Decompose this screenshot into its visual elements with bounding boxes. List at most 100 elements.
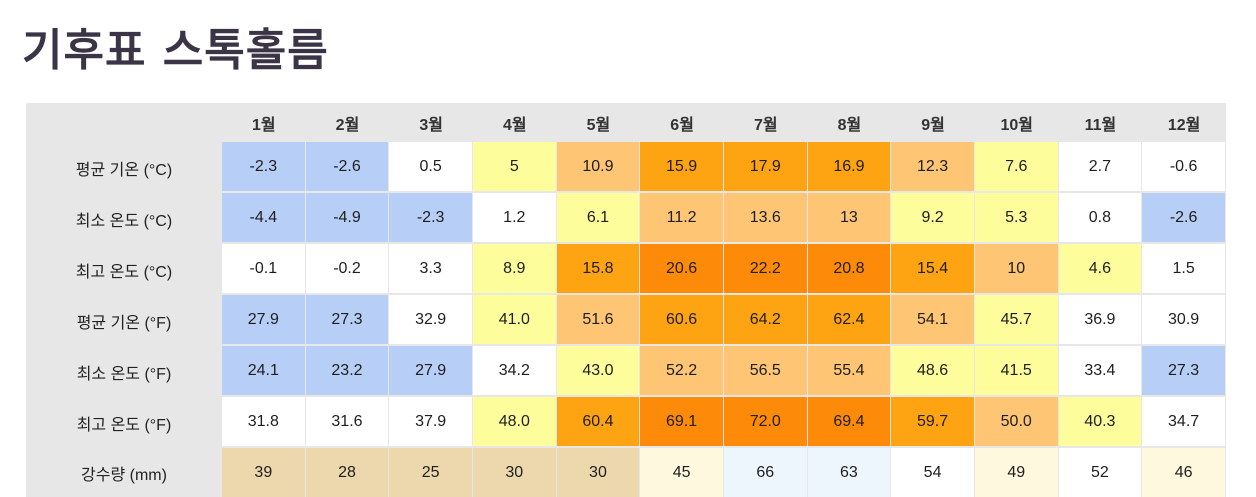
row-label: 평균 기온 (°F)	[26, 295, 222, 346]
data-cell: 49	[974, 448, 1059, 497]
data-cell: -0.1	[222, 244, 306, 295]
data-cell: 55.4	[807, 346, 892, 397]
data-cell: 30	[556, 448, 641, 497]
row-label: 최소 온도 (°F)	[26, 346, 222, 397]
data-cell: 24.1	[222, 346, 306, 397]
data-cell: 51.6	[556, 295, 641, 346]
data-cell: 54	[891, 448, 975, 497]
data-cell: 60.4	[556, 397, 641, 448]
data-cell: 54.1	[891, 295, 975, 346]
data-cell: -4.4	[222, 193, 306, 244]
data-cell: 41.5	[974, 346, 1059, 397]
row-label: 강수량 (mm)	[26, 448, 222, 497]
column-header: 9월	[921, 116, 945, 134]
data-cell: -0.6	[1142, 142, 1226, 193]
data-cell: -2.6	[305, 142, 390, 193]
data-cell: 9.2	[891, 193, 975, 244]
data-cell: 72.0	[723, 397, 808, 448]
column-header: 12월	[1167, 116, 1201, 134]
row-label: 최고 온도 (°C)	[26, 244, 222, 295]
data-cell: 13	[807, 193, 892, 244]
row-label: 최소 온도 (°C)	[26, 193, 222, 244]
data-cell: 20.8	[807, 244, 892, 295]
data-cell: 3.3	[389, 244, 473, 295]
data-cell: 50.0	[974, 397, 1059, 448]
table-row: 최고 온도 (°C) -0.1 -0.2 3.3 8.9 15.8 20.6 22.2 20.8…	[26, 244, 1226, 295]
data-cell: 41.0	[472, 295, 557, 346]
data-cell: -2.3	[222, 142, 306, 193]
data-cell: 0.8	[1058, 193, 1143, 244]
page-title: 기후표 스톡홀름	[22, 25, 329, 76]
table-row: 최소 온도 (°F) 24.1 23.2 27.9 34.2 43.0 52.2 56.5 55…	[26, 346, 1226, 397]
data-cell: -2.3	[389, 193, 473, 244]
table-body: 평균 기온 (°C) -2.3 -2.6 0.5 5 10.9 15.9 17.9 16.9 12…	[26, 142, 1226, 497]
data-cell: 31.8	[222, 397, 306, 448]
data-cell: 30	[472, 448, 557, 497]
data-cell: 12.3	[891, 142, 975, 193]
table-row: 평균 기온 (°C) -2.3 -2.6 0.5 5 10.9 15.9 17.9 16.9 12…	[26, 142, 1226, 193]
data-cell: 1.2	[472, 193, 557, 244]
data-cell: 17.9	[723, 142, 808, 193]
data-cell: 20.6	[640, 244, 724, 295]
data-cell: 10	[974, 244, 1059, 295]
data-cell: 64.2	[723, 295, 808, 346]
table-row: 강수량 (mm) 39 28 25 30 30 45 66 63 54 49 52 46	[26, 448, 1226, 497]
data-cell: 40.3	[1058, 397, 1143, 448]
data-cell: 60.6	[640, 295, 724, 346]
data-cell: 37.9	[389, 397, 473, 448]
column-header: 3월	[419, 116, 443, 134]
data-cell: 15.9	[640, 142, 724, 193]
data-cell: 27.3	[1142, 346, 1226, 397]
data-cell: 25	[389, 448, 473, 497]
climate-table: 1월 2월 3월 4월 5월 6월 7월 8월 9월 10월 11월 12월 평균 기온 (°C) -2…	[26, 103, 1226, 497]
column-header: 6월	[670, 116, 694, 134]
data-cell: 45	[640, 448, 724, 497]
data-cell: 28	[305, 448, 390, 497]
data-cell: 63	[807, 448, 892, 497]
column-header: 5월	[586, 116, 611, 134]
data-cell: 11.2	[640, 193, 724, 244]
data-cell: 48.0	[472, 397, 557, 448]
column-header: 7월	[753, 116, 778, 134]
data-cell: 52	[1058, 448, 1143, 497]
table-row: 최고 온도 (°F) 31.8 31.6 37.9 48.0 60.4 69.1 72.0 69…	[26, 397, 1226, 448]
data-cell: 23.2	[305, 346, 390, 397]
data-cell: 2.7	[1058, 142, 1143, 193]
column-header: 2월	[335, 116, 360, 134]
data-cell: 48.6	[891, 346, 975, 397]
data-cell: 15.4	[891, 244, 975, 295]
row-label: 최고 온도 (°F)	[26, 397, 222, 448]
data-cell: -0.2	[305, 244, 390, 295]
data-cell: 69.4	[807, 397, 892, 448]
corner-cell	[26, 103, 222, 142]
data-cell: 66	[723, 448, 808, 497]
data-cell: 5.3	[974, 193, 1059, 244]
data-cell: 45.7	[974, 295, 1059, 346]
data-cell: 62.4	[807, 295, 892, 346]
data-cell: 36.9	[1058, 295, 1143, 346]
data-cell: 52.2	[640, 346, 724, 397]
data-cell: 22.2	[723, 244, 808, 295]
data-cell: 46	[1142, 448, 1226, 497]
data-cell: 13.6	[723, 193, 808, 244]
data-cell: 16.9	[807, 142, 892, 193]
column-header: 1월	[252, 116, 276, 134]
data-cell: 31.6	[305, 397, 390, 448]
data-cell: 6.1	[556, 193, 641, 244]
column-header: 11월	[1084, 116, 1117, 134]
data-cell: 5	[472, 142, 557, 193]
data-cell: 39	[222, 448, 306, 497]
data-cell: 34.7	[1142, 397, 1226, 448]
data-cell: 8.9	[472, 244, 557, 295]
header-row: 1월 2월 3월 4월 5월 6월 7월 8월 9월 10월 11월 12월	[26, 103, 1226, 142]
data-cell: 32.9	[389, 295, 473, 346]
climate-table-container: 1월 2월 3월 4월 5월 6월 7월 8월 9월 10월 11월 12월 평균 기온 (°C) -2…	[26, 103, 1226, 497]
data-cell: 56.5	[723, 346, 808, 397]
data-cell: 27.9	[222, 295, 306, 346]
data-cell: 7.6	[974, 142, 1059, 193]
data-cell: 43.0	[556, 346, 641, 397]
data-cell: 69.1	[640, 397, 724, 448]
table-row: 최소 온도 (°C) -4.4 -4.9 -2.3 1.2 6.1 11.2 13.6 13 9.…	[26, 193, 1226, 244]
table-row: 평균 기온 (°F) 27.9 27.3 32.9 41.0 51.6 60.6 64.2 62…	[26, 295, 1226, 346]
data-cell: 59.7	[891, 397, 975, 448]
